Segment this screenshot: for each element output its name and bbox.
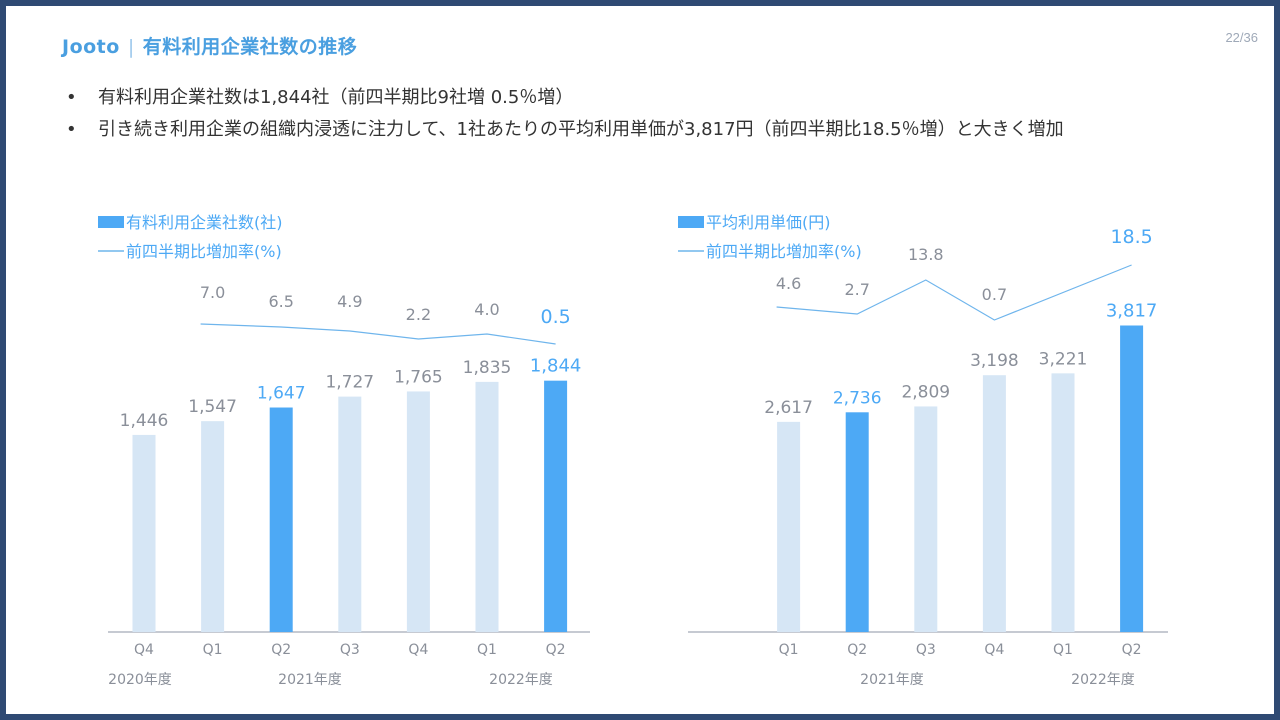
growth-rate-label: 4.0 [474, 300, 499, 319]
bar [845, 412, 869, 632]
slide-header: Jooto | 有料利用企業社数の推移 [62, 32, 357, 59]
growth-rate-line [776, 264, 1132, 321]
bar-value-label: 1,547 [188, 397, 237, 417]
year-label: 2022年度 [489, 672, 553, 688]
x-tick-label: Q3 [340, 642, 360, 658]
bar-value-label: 1,835 [463, 358, 512, 378]
x-tick-label: Q2 [546, 642, 566, 658]
bar [914, 406, 938, 632]
bar [338, 396, 362, 632]
legend-bar-label: 平均利用単価(円) [706, 213, 831, 232]
header-separator: | [127, 36, 135, 58]
bar [777, 421, 801, 632]
bullet-item: 有料利用企業社数は1,844社（前四半期比9社増 0.5％増） [60, 84, 1210, 112]
bar [201, 421, 225, 632]
x-tick-label: Q3 [916, 642, 936, 658]
year-label: 2022年度 [1071, 672, 1135, 688]
bar-value-label: 2,736 [833, 388, 882, 408]
slide-title: 有料利用企業社数の推移 [142, 36, 358, 58]
growth-rate-label: 2.2 [406, 305, 431, 324]
growth-rate-label: 6.5 [268, 292, 293, 311]
growth-rate-label: 2.7 [844, 280, 869, 299]
bar [982, 375, 1006, 632]
legend-line-label: 前四半期比増加率(%) [126, 242, 282, 261]
bar-value-label: 3,221 [1039, 349, 1088, 369]
bar-value-label: 1,727 [325, 373, 374, 393]
bar-value-label: 1,844 [530, 356, 582, 377]
x-tick-label: Q2 [271, 642, 291, 658]
brand-name: Jooto [62, 36, 120, 58]
bar-value-label: 1,647 [257, 384, 306, 404]
year-label: 2020年度 [108, 672, 172, 688]
bar-value-label: 3,198 [970, 351, 1019, 371]
year-label: 2021年度 [278, 672, 342, 688]
x-tick-label: Q4 [134, 642, 154, 658]
growth-rate-label: 4.6 [776, 274, 801, 293]
x-tick-label: Q1 [203, 642, 223, 658]
bar-value-label: 2,809 [901, 382, 950, 402]
page-number: 22/36 [1225, 30, 1258, 45]
x-tick-label: Q1 [477, 642, 497, 658]
growth-rate-label: 0.7 [982, 285, 1007, 304]
legend-bar-swatch [678, 216, 704, 228]
bar [406, 391, 430, 632]
growth-rate-label: 0.5 [540, 306, 570, 328]
x-tick-label: Q1 [779, 642, 799, 658]
growth-rate-label: 7.0 [200, 283, 225, 302]
growth-rate-label: 13.8 [908, 245, 944, 264]
chart-right: 2,617 2,736 2,809 3,198 3,221 3,817 Q1 Q2 Q3 Q4 Q1… [688, 226, 1168, 688]
growth-rate-label: 4.9 [337, 292, 362, 311]
right-legend: 平均利用単価(円) 前四半期比増加率(%) [678, 213, 862, 261]
chart-left: 1,446 1,547 1,647 1,727 1,765 1,835 1,844 Q4 Q1 Q… [108, 283, 590, 688]
bar [269, 407, 293, 632]
bullet-item: 引き続き利用企業の組織内浸透に注力して、1社あたりの平均利用単価が3,817円（… [60, 116, 1210, 144]
legend-bar-swatch [98, 216, 124, 228]
growth-rate-label: 18.5 [1110, 226, 1152, 248]
bullet-list: 有料利用企業社数は1,844社（前四半期比9社増 0.5％増） 引き続き利用企業… [60, 84, 1210, 148]
year-label: 2021年度 [860, 672, 924, 688]
legend-line-label: 前四半期比増加率(%) [706, 242, 862, 261]
bar-value-label: 1,765 [394, 367, 443, 387]
bar [1051, 373, 1075, 632]
x-tick-label: Q1 [1053, 642, 1073, 658]
x-tick-label: Q4 [408, 642, 428, 658]
bar-value-label: 2,617 [764, 398, 813, 418]
x-tick-label: Q2 [847, 642, 867, 658]
bar [544, 380, 568, 632]
bar-value-label: 1,446 [120, 411, 169, 431]
bar [1120, 325, 1144, 632]
bar-value-label: 3,817 [1106, 300, 1158, 321]
x-tick-label: Q2 [1122, 642, 1142, 658]
growth-rate-line [200, 323, 556, 345]
legend-bar-label: 有料利用企業社数(社) [126, 213, 283, 232]
x-tick-label: Q4 [984, 642, 1004, 658]
bar [475, 381, 499, 632]
bar [132, 434, 156, 632]
left-legend: 有料利用企業社数(社) 前四半期比増加率(%) [98, 213, 283, 261]
